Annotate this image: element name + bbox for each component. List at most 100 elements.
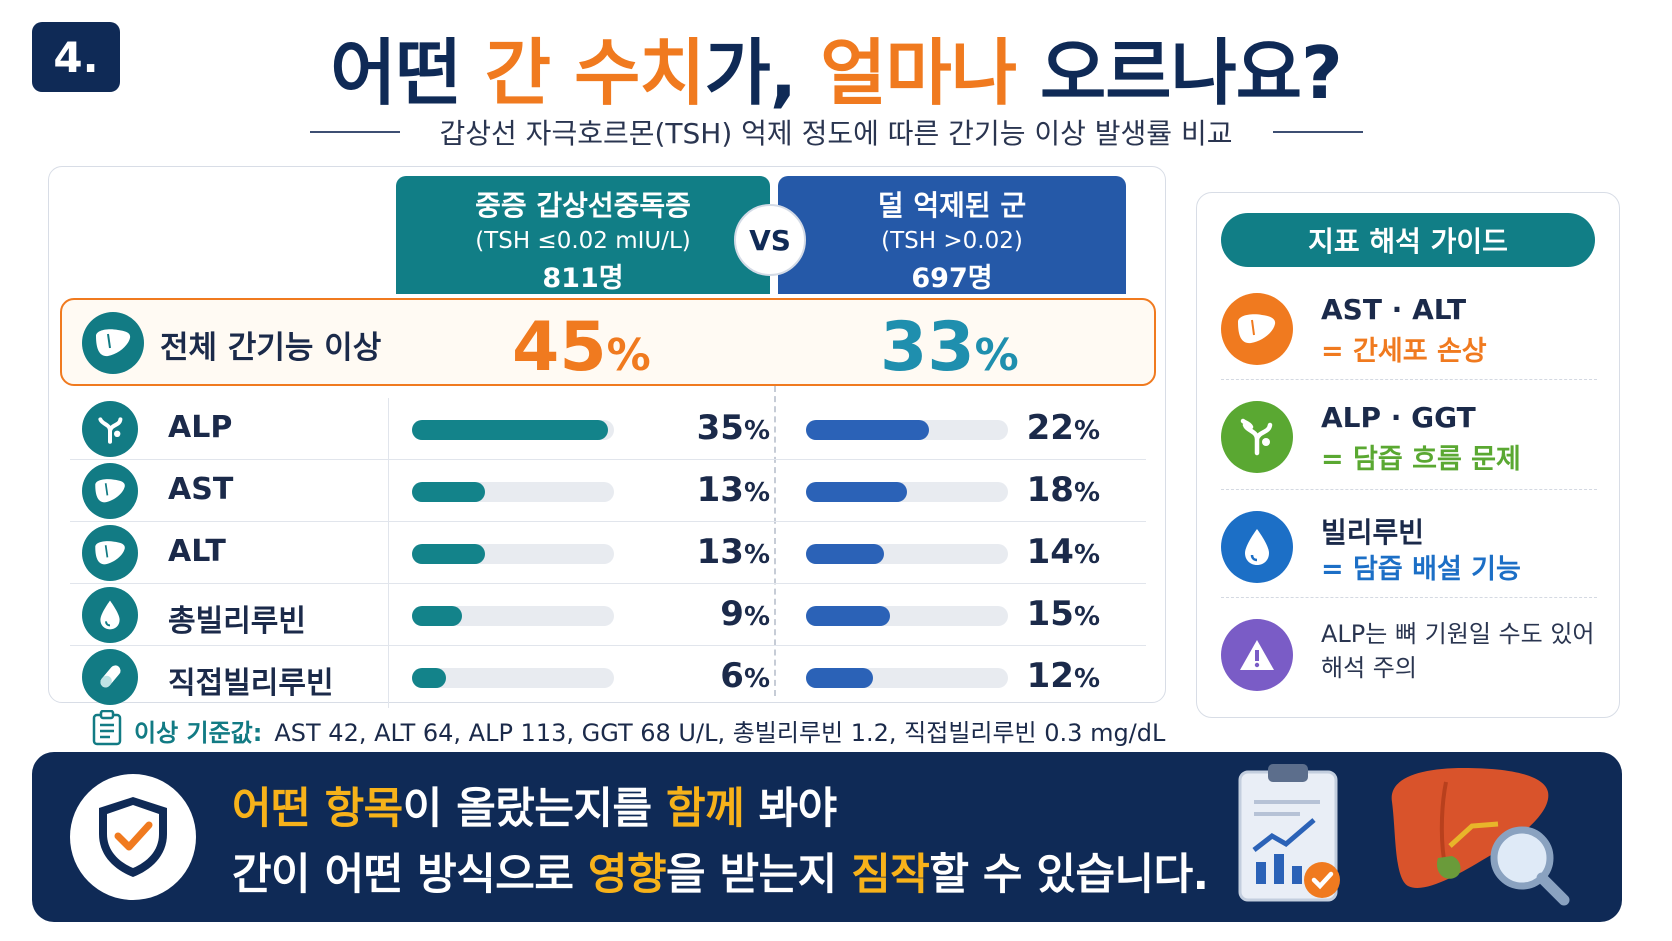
guide-separator xyxy=(1221,379,1597,380)
column-header-less-suppressed: 덜 억제된 군 (TSH >0.02) 697명 xyxy=(778,176,1126,294)
bar-severe xyxy=(412,606,462,626)
liver-icon xyxy=(1221,293,1293,365)
row-separator xyxy=(70,645,1146,646)
value-severe: 13% xyxy=(696,470,770,510)
droplet-icon xyxy=(1221,511,1293,583)
bile-duct-icon xyxy=(82,401,138,457)
liver-magnifier-icon xyxy=(1380,762,1580,916)
row-separator xyxy=(70,459,1146,460)
bar-track-severe xyxy=(412,482,614,502)
guide-item-desc: = 담즙 흐름 문제 xyxy=(1321,444,1521,475)
bar-track-severe xyxy=(412,668,614,688)
conclusion-line-1: 어떤 항목이 올랐는지를 함께 봐야 xyxy=(232,784,837,834)
bar-less-suppressed xyxy=(806,606,890,626)
value-less-suppressed: 12% xyxy=(1026,656,1100,696)
bar-track-less-suppressed xyxy=(806,544,1008,564)
row-divider xyxy=(388,646,389,708)
guide-note-line-1: ALP는 뼈 기원일 수도 있어 xyxy=(1321,620,1595,648)
test-tube-icon xyxy=(82,649,138,705)
guide-item-title: ALP · GGT xyxy=(1321,401,1476,434)
row-label: ALP xyxy=(168,410,233,445)
table-row: 총빌리루빈 9% 15% xyxy=(70,584,1146,646)
bile-duct-icon xyxy=(1221,401,1293,473)
total-label: 전체 간기능 이상 xyxy=(160,330,382,366)
value-less-suppressed: 15% xyxy=(1026,594,1100,634)
row-separator xyxy=(70,583,1146,584)
section-number-badge: 4. xyxy=(32,22,120,92)
column-criterion: (TSH ≤0.02 mIU/L) xyxy=(475,228,691,254)
warning-icon xyxy=(1221,619,1293,691)
droplet-icon xyxy=(82,587,138,643)
bar-track-less-suppressed xyxy=(806,482,1008,502)
column-count: 697명 xyxy=(911,263,993,294)
value-severe: 6% xyxy=(720,656,770,696)
value-severe: 13% xyxy=(696,532,770,572)
row-label: 직접빌리루빈 xyxy=(168,666,334,701)
value-less-suppressed: 14% xyxy=(1026,532,1100,572)
bar-severe xyxy=(412,420,608,440)
bar-track-severe xyxy=(412,420,614,440)
value-severe: 35% xyxy=(696,408,770,448)
value-less-suppressed: 18% xyxy=(1026,470,1100,510)
bar-severe xyxy=(412,668,446,688)
conclusion-banner: 어떤 항목이 올랐는지를 함께 봐야 간이 어떤 방식으로 영향을 받는지 짐작… xyxy=(32,752,1622,922)
table-row: 직접빌리루빈 6% 12% xyxy=(70,646,1146,708)
divider-line xyxy=(1272,131,1363,133)
total-abnormal-row: 전체 간기능 이상 45% 33% xyxy=(60,298,1156,387)
bar-track-severe xyxy=(412,544,614,564)
row-divider xyxy=(388,522,389,584)
guide-item-desc: = 간세포 손상 xyxy=(1321,336,1487,367)
total-value-severe: 45% xyxy=(512,308,651,387)
bar-less-suppressed xyxy=(806,668,873,688)
clipboard-icon xyxy=(92,709,122,750)
liver-icon xyxy=(82,525,138,581)
value-severe: 9% xyxy=(720,594,770,634)
criteria-text: AST 42, ALT 64, ALP 113, GGT 68 U/L, 총빌리… xyxy=(274,718,1166,747)
guide-item-title: AST · ALT xyxy=(1321,293,1467,326)
total-value-less-suppressed: 33% xyxy=(880,308,1019,387)
liver-icon xyxy=(82,463,138,519)
liver-icon xyxy=(82,312,144,374)
subtitle-row: 갑상선 자극호르몬(TSH) 억제 정도에 따른 간기능 이상 발생률 비교 xyxy=(0,112,1672,152)
bar-track-less-suppressed xyxy=(806,420,1008,440)
bar-less-suppressed xyxy=(806,544,884,564)
bar-severe xyxy=(412,482,485,502)
value-less-suppressed: 22% xyxy=(1026,408,1100,448)
column-title: 중증 갑상선중독증 xyxy=(475,189,691,222)
guide-separator xyxy=(1221,597,1597,598)
vs-badge: VS xyxy=(734,204,806,276)
row-divider xyxy=(388,460,389,522)
table-row: ALP 35% 22% xyxy=(70,398,1146,460)
shield-check-icon xyxy=(70,774,196,900)
bar-less-suppressed xyxy=(806,482,907,502)
page-title: 어떤 간 수치가, 얼마나 오르나요? xyxy=(330,31,1343,115)
page-subtitle: 갑상선 자극호르몬(TSH) 억제 정도에 따른 간기능 이상 발생률 비교 xyxy=(439,117,1233,150)
bar-track-severe xyxy=(412,606,614,626)
interpretation-guide-card: 지표 해석 가이드 AST · ALT = 간세포 손상 ALP · GGT =… xyxy=(1196,192,1620,718)
bar-severe xyxy=(412,544,485,564)
guide-title: 지표 해석 가이드 xyxy=(1221,213,1595,267)
table-row: ALT 13% 14% xyxy=(70,522,1146,584)
divider-line xyxy=(309,131,400,133)
row-separator xyxy=(70,521,1146,522)
bar-less-suppressed xyxy=(806,420,929,440)
column-title: 덜 억제된 군 xyxy=(877,189,1027,222)
table-row: AST 13% 18% xyxy=(70,460,1146,522)
conclusion-line-2: 간이 어떤 방식으로 영향을 받는지 짐작할 수 있습니다. xyxy=(232,850,1209,900)
column-count: 811명 xyxy=(542,263,624,294)
bar-track-less-suppressed xyxy=(806,606,1008,626)
criteria-label: 이상 기준값: xyxy=(134,718,263,747)
row-divider xyxy=(388,398,389,460)
row-divider xyxy=(388,584,389,646)
guide-item-desc: = 담즙 배설 기능 xyxy=(1321,554,1521,585)
guide-note-line-2: 해석 주의 xyxy=(1321,654,1417,682)
row-label: ALT xyxy=(168,534,226,569)
report-clipboard-icon xyxy=(1230,758,1350,912)
guide-separator xyxy=(1221,489,1597,490)
bar-track-less-suppressed xyxy=(806,668,1008,688)
row-label: 총빌리루빈 xyxy=(168,604,306,639)
row-label: AST xyxy=(168,472,234,507)
guide-item-title: 빌리루빈 xyxy=(1321,516,1425,549)
criteria-note: 이상 기준값: AST 42, ALT 64, ALP 113, GGT 68 … xyxy=(92,709,1166,750)
column-divider xyxy=(774,386,776,696)
